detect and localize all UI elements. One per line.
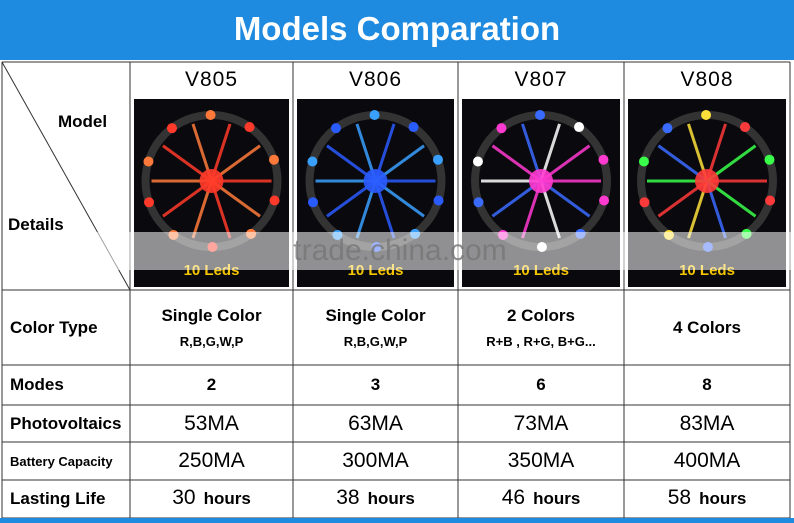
cell-value: 2 [206, 375, 217, 394]
cell-group: Single Color R,B,G,W,P [293, 290, 458, 365]
led [496, 123, 507, 134]
watermark-band [80, 232, 794, 270]
led [765, 195, 776, 206]
cell-sub: R+B , R+G, B+G... [486, 334, 596, 349]
cell-group: 30 hours [130, 480, 293, 518]
cell-value: 63MA [348, 411, 403, 435]
model-name: V808 [680, 68, 734, 91]
hub [695, 169, 719, 193]
led [662, 123, 673, 134]
led [433, 195, 444, 206]
led [369, 110, 380, 121]
cell-value: 73MA [513, 411, 569, 435]
led [740, 122, 751, 133]
row-label: Color Type [10, 317, 98, 337]
led [330, 123, 341, 134]
led [432, 154, 443, 165]
cell-group: 46 hours [458, 480, 624, 518]
led [143, 156, 154, 167]
cell-value: 3 [370, 375, 381, 394]
led [269, 195, 280, 206]
hub [529, 169, 553, 193]
cell-number: 38 [336, 486, 360, 509]
led [574, 122, 585, 133]
led [764, 154, 775, 165]
led [268, 154, 279, 165]
cell-unit: hours [367, 489, 415, 508]
led [408, 122, 419, 133]
cell-value: 8 [702, 375, 712, 394]
led [166, 123, 177, 134]
led [598, 154, 609, 165]
cell-value: 83MA [679, 411, 735, 435]
cell-value: 350MA [507, 449, 575, 472]
led [535, 110, 546, 121]
cell-group: 58 hours [624, 480, 790, 518]
cell-sub: R,B,G,W,P [343, 334, 408, 349]
led [205, 110, 216, 121]
model-name: V807 [514, 68, 568, 91]
cell-number: 58 [667, 486, 692, 509]
corner-top: Model [57, 112, 108, 131]
cell-group: 2 Colors R+B , R+G, B+G... [458, 290, 624, 365]
cell-value: 400MA [673, 449, 741, 472]
cell-unit: hours [203, 489, 251, 508]
cell-group: Single Color R,B,G,W,P [130, 290, 293, 365]
cell-sub: R,B,G,W,P [179, 334, 244, 349]
led [638, 156, 649, 167]
model-name: V806 [348, 68, 403, 91]
header-title: Models Comparation [0, 0, 794, 60]
cell-number: 46 [501, 486, 526, 509]
cell-number: 30 [172, 486, 196, 509]
row-label: Lasting Life [10, 489, 106, 508]
cell-group: 4 Colors [624, 290, 790, 365]
led [599, 195, 610, 206]
corner-bottom: Details [8, 215, 64, 234]
watermark: trade.china.com [293, 234, 506, 267]
cell-value: 300MA [342, 449, 409, 472]
cell-main: 2 Colors [506, 306, 576, 325]
model-name: V805 [184, 68, 239, 91]
led [244, 122, 255, 133]
footer-bar [0, 518, 794, 523]
cell-unit: hours [533, 489, 581, 508]
cell-main: Single Color [325, 306, 426, 325]
led [639, 197, 650, 208]
led [473, 197, 484, 208]
led [472, 156, 483, 167]
cell-unit: hours [699, 489, 747, 508]
hub [199, 169, 224, 193]
cell-main: 4 Colors [672, 317, 742, 337]
led [144, 197, 155, 208]
led [701, 110, 712, 121]
cell-value: 53MA [184, 411, 239, 435]
row-label: Battery Capacity [10, 453, 113, 469]
led [307, 156, 318, 167]
cell-value: 250MA [178, 449, 245, 472]
cell-group: 38 hours [293, 480, 458, 518]
row-label: Photovoltaics [10, 413, 122, 433]
cell-value: 6 [536, 375, 546, 394]
led [308, 197, 319, 208]
hub [363, 169, 388, 193]
cell-main: Single Color [161, 306, 262, 325]
row-label: Modes [10, 375, 64, 394]
